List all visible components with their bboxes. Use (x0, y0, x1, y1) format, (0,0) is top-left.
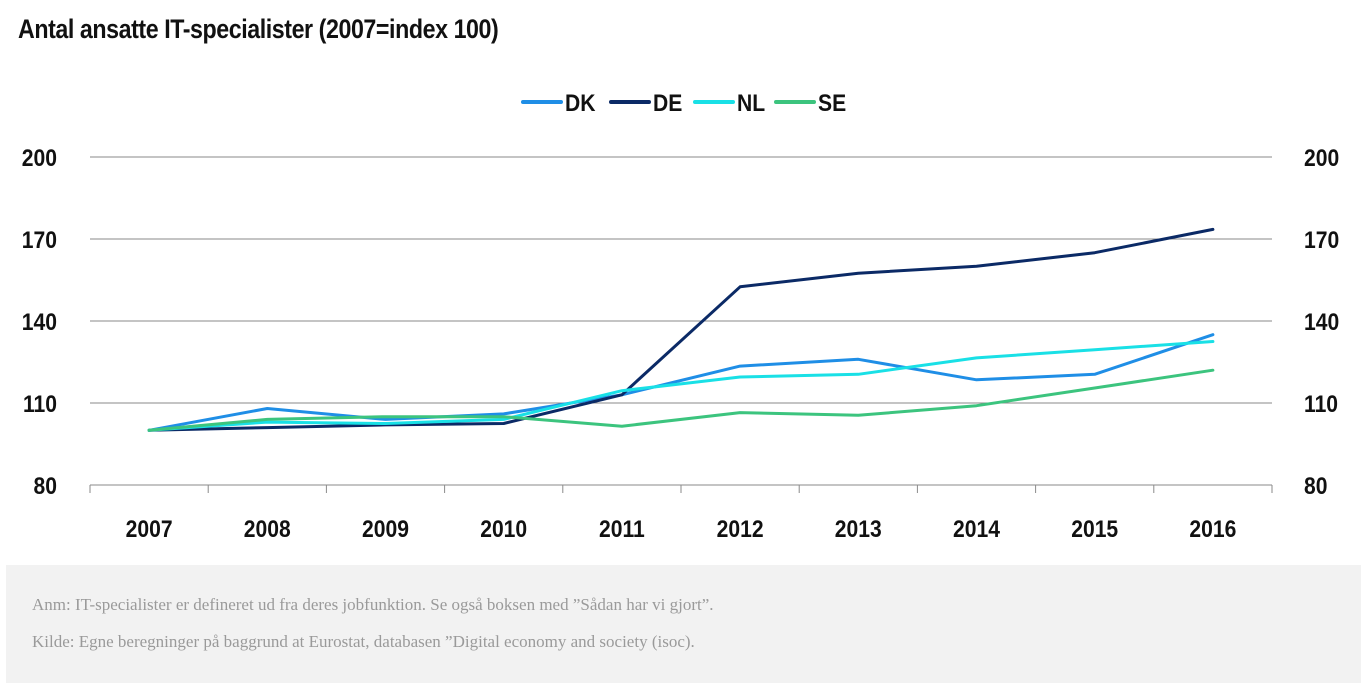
gridlines (90, 156, 1272, 404)
y-tick-label-left: 140 (22, 309, 57, 336)
x-tick-label: 2012 (717, 516, 764, 543)
note-kilde: Kilde: Egne beregninger på baggrund at E… (32, 632, 695, 651)
x-tick-label: 2015 (1071, 516, 1118, 543)
series-line-nl (147, 340, 1215, 432)
series-line-dk (147, 333, 1215, 432)
y-tick-label-left: 110 (23, 391, 57, 418)
x-tick-label: 2016 (1189, 516, 1236, 543)
note-anm: Anm: IT-specialister er defineret ud fra… (32, 595, 714, 614)
y-axis-left: 80 110 140 170 200 (22, 145, 57, 500)
notes-box: Anm: IT-specialister er defineret ud fra… (6, 565, 1361, 683)
chart-title: Antal ansatte IT-specialister (2007=inde… (18, 14, 499, 44)
y-tick-label-right: 200 (1304, 145, 1339, 172)
y-tick-label-left: 170 (22, 227, 57, 254)
x-tick-label: 2010 (480, 516, 527, 543)
series-line-de (147, 227, 1215, 432)
x-tick-label: 2007 (126, 516, 173, 543)
series-lines (147, 227, 1215, 432)
legend-label-nl: NL (737, 90, 765, 117)
y-tick-label-left: 200 (22, 145, 57, 172)
y-tick-label-right: 110 (1304, 391, 1338, 418)
y-axis-right: 80 110 140 170 200 (1304, 145, 1339, 500)
x-tick-label: 2011 (599, 516, 645, 543)
x-tick-label: 2008 (244, 516, 291, 543)
y-tick-label-left: 80 (34, 473, 57, 500)
legend-label-de: DE (653, 90, 682, 117)
y-tick-label-right: 80 (1304, 473, 1327, 500)
x-axis: 2007 2008 2009 2010 2011 2012 2013 2014 2015 2016 (89, 484, 1273, 543)
y-tick-label-right: 140 (1304, 309, 1339, 336)
x-tick-label: 2009 (362, 516, 409, 543)
legend-label-se: SE (818, 90, 846, 117)
x-tick-label: 2014 (953, 516, 1000, 543)
line-chart: DK DE NL SE 80 110 140 170 200 80 110 140 170 200 2… (22, 90, 1339, 543)
legend-label-dk: DK (565, 90, 596, 117)
chart-legend: DK DE NL SE (521, 90, 846, 117)
x-tick-label: 2013 (835, 516, 882, 543)
y-tick-label-right: 170 (1304, 227, 1339, 254)
series-line-se (147, 368, 1215, 432)
